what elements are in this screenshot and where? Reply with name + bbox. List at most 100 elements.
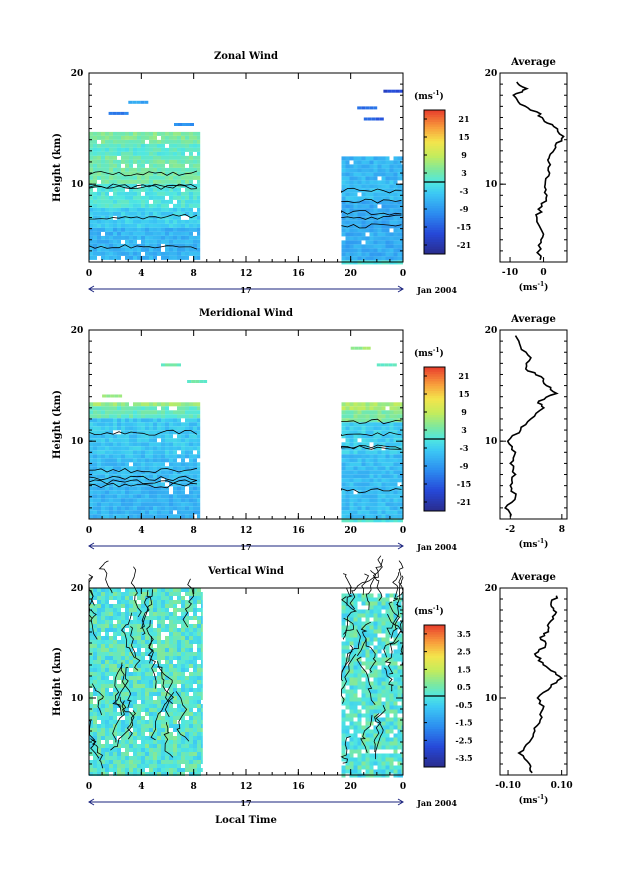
heatmap-cell [93,131,97,136]
heatmap-cell [173,430,177,435]
heatmap-cell [145,219,149,224]
heatmap-cell [149,696,153,700]
heatmap-cell [357,685,362,690]
heatmap-cell [361,757,366,762]
heatmap-cell [97,708,101,712]
heatmap-cell [373,160,378,165]
heatmap-cell [141,247,145,252]
heatmap-cell [157,470,161,475]
heatmap-cell [153,227,157,232]
heatmap-cell [169,171,173,176]
heatmap-cell [341,434,346,439]
heatmap-cell [173,684,177,688]
heatmap-cell [349,673,354,678]
heatmap-cell [113,612,117,616]
day-axis-arrow-right [397,542,404,550]
heatmap-cell [153,251,157,256]
heatmap-cell [189,688,193,692]
heatmap-cell [121,672,125,676]
heatmap-cell [145,462,149,467]
average-y-tick-label: 20 [485,69,498,79]
heatmap-cell [185,696,189,700]
heatmap-cell [369,240,374,245]
heatmap-cell [385,697,390,702]
heatmap-cell [373,510,378,515]
heatmap-cell [109,514,113,519]
heatmap-cell [201,680,203,684]
heatmap-cell [353,601,358,606]
heatmap-cell [385,633,390,638]
colorbar-segment [424,475,445,478]
heatmap-cell [109,243,113,248]
heatmap-cell [117,502,121,507]
heatmap-cell [165,680,169,684]
heatmap-cell [173,219,177,224]
heatmap-cell [173,644,177,648]
heatmap-cell [341,597,346,602]
heatmap-cell [393,605,398,610]
heatmap-cell [89,163,93,168]
heatmap-cell [121,684,125,688]
heatmap-cell [353,761,358,766]
heatmap-cell [385,601,390,606]
heatmap-cell [365,204,370,209]
heatmap-cell [125,704,129,708]
heatmap-cell [353,184,358,189]
heatmap-cell [105,724,109,728]
heatmap-cell [361,430,366,435]
heatmap-cell [397,244,402,249]
heatmap-cell [157,624,161,628]
heatmap-cell [401,609,403,614]
heatmap-cell [93,159,97,164]
heatmap-cell [165,600,169,604]
heatmap-cell [349,240,354,245]
heatmap-cell [385,426,390,431]
heatmap-cell [97,616,101,620]
heatmap-cell [177,652,181,656]
heatmap-cell [173,506,177,511]
heatmap-cell [161,640,165,644]
heatmap-cell [173,147,177,152]
heatmap-cell [137,724,141,728]
heatmap-cell [189,752,193,756]
heatmap-cell [117,478,121,483]
heatmap-cell [161,151,165,156]
heatmap-cell [381,661,386,666]
heatmap-cell [377,757,382,762]
heatmap-cell [141,604,145,608]
heatmap-cell [393,765,398,770]
colorbar-segment [424,424,445,428]
heatmap-cell [161,600,165,604]
heatmap-cell [393,470,398,475]
heatmap-cell [161,187,165,192]
heatmap-cell [137,438,141,443]
heatmap-cell [133,684,137,688]
heatmap-cell [113,187,117,192]
heatmap-cell [125,191,129,196]
heatmap-cell [345,514,350,519]
heatmap-cell [101,422,105,427]
heatmap-cell [369,761,374,766]
heatmap-cell [185,708,189,712]
heatmap-cell [105,748,109,752]
heatmap-cell [101,470,105,475]
heatmap-cell [177,588,181,592]
heatmap-cell [105,502,109,507]
heatmap-cell [185,139,189,144]
heatmap-cell [377,450,382,455]
heatmap-cell [161,772,165,776]
heatmap-cell [197,510,201,515]
heatmap-cell [197,692,201,696]
heatmap-cell [389,168,394,173]
heatmap-cell [377,196,382,201]
heatmap-cell [109,608,113,612]
heatmap-cell [177,179,181,184]
heatmap-cell [369,236,374,241]
heatmap-cell [345,601,350,606]
heatmap-cell [141,680,145,684]
heatmap-cell [105,247,109,252]
heatmap-cell [341,184,346,189]
heatmap-cell [93,502,97,507]
heatmap-cell [357,196,362,201]
heatmap-cell [169,466,173,471]
